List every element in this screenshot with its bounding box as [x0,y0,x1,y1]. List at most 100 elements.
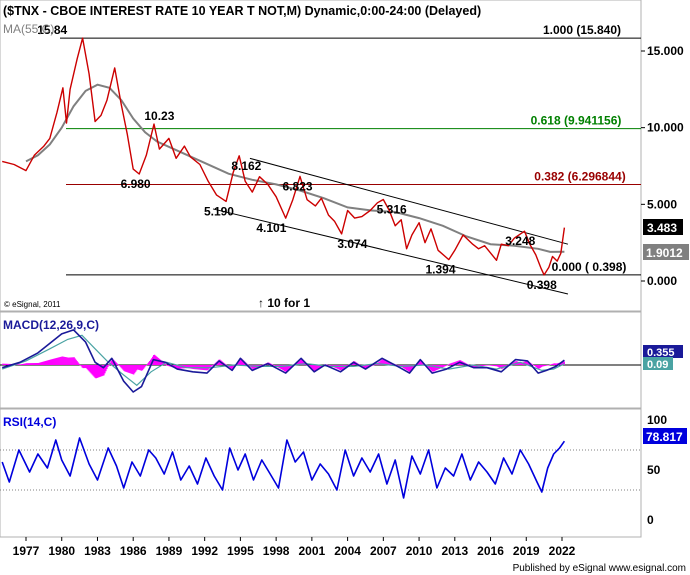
rsi-y-tick-label: 0 [647,513,654,527]
macd-hist-bar [383,359,385,365]
macd-hist-bar [135,365,137,372]
macd-hist-bar [420,360,423,365]
macd-hist-bar [31,363,34,365]
macd-hist-bar [258,365,260,367]
ma-last-label: 1.9012 [646,246,683,260]
macd-hist-bar [500,365,502,369]
macd-hist-bar [120,365,122,368]
x-tick-label: 1995 [227,544,254,558]
macd-hist-bar [56,357,58,365]
last-price-badge [643,219,683,235]
macd-layer [0,329,641,393]
macd-hist-bar [89,365,91,373]
macd-hist-bar [128,365,130,373]
x-tick-label: 1977 [13,544,40,558]
macd-hist-bar [7,363,9,365]
macd-hist-bar [65,357,67,365]
macd-hist-bar [521,362,523,365]
ten-for-one-annotation: ↑ 10 for 1 [258,296,310,310]
macd-hist-bar [289,365,292,369]
macd-hist-bar [552,363,555,365]
fib-label: 0.382 (6.296844) [534,169,625,183]
macd-hist-bar [111,359,113,365]
macd-hist-bar [18,364,20,365]
x-tick-label: 1986 [120,544,147,558]
macd-hist-bar [280,365,283,370]
macd-hist-bar [83,365,85,369]
macd-hist-bar [300,359,303,365]
macd-hist-bar [174,365,177,369]
rsi-y-tick-label: 50 [647,463,661,477]
macd-hist-bar [320,365,322,368]
macd-hist-bar [8,363,10,365]
macd-hist-bar [331,365,333,367]
macd-hist-bar [449,363,451,365]
macd-hist-bar [150,359,152,365]
macd-hist-bar [20,364,22,365]
price-y-ticks-layer: 15.000 10.000 5.000 0.000 [641,44,684,288]
macd-hist-bar [177,365,179,369]
macd-hist-bar [144,365,146,368]
macd-hist-bar [34,363,37,365]
macd-hist-bar [337,365,339,370]
macd-hist-bar [496,365,498,367]
macd-hist-bar [90,365,92,374]
macd-hist-bar [61,356,63,365]
macd-hist-bar [384,359,386,365]
macd-hist-bar [132,365,134,375]
x-tick-label: 2010 [406,544,433,558]
macd-hist-bar [451,362,453,365]
rsi-y-tick-label: 100 [647,413,667,427]
macd-hist-bar [540,365,543,368]
macd-hist-bar [417,362,420,365]
macd-legend-label: MACD(12,26,9,C) [3,318,99,332]
macd-hist-bar [398,365,400,366]
macd-hist-bar [145,365,147,367]
macd-hist-bar [492,365,494,366]
macd-hist-bar [545,365,548,366]
macd-hist-bar [173,365,176,368]
macd-hist-bar [45,360,48,365]
macd-hist-bar [69,357,71,365]
macd-last-label: 0.355 [647,347,675,359]
macd-hist-bar [548,364,551,366]
macd-hist-bar [385,360,387,365]
macd-hist-bar [346,365,348,367]
macd-hist-bar [480,365,482,367]
macd-hist-bar [561,362,563,365]
macd-hist-bar [179,365,181,369]
macd-hist-bar [453,362,455,365]
macd-hist-bar [284,365,287,372]
macd-hist-bar [533,365,535,366]
macd-hist-bar [486,365,488,366]
macd-hist-bar [302,360,305,365]
macd-hist-bar [388,361,390,365]
price-annotation: 0.398 [527,278,557,292]
rsi-last-label: 78.817 [646,430,683,444]
macd-hist-bar [389,361,391,365]
macd-hist-bar [103,365,105,376]
macd-hist-bar [5,363,7,365]
macd-hist-bar [537,365,540,369]
macd-hist-bar [301,359,304,365]
ma-legend-label: MA(55,C) [3,22,54,36]
macd-hist-bar [483,365,485,366]
macd-hist-bar [497,365,499,367]
macd-hist-bar [32,363,35,365]
macd-hist-bar [237,362,239,365]
macd-hist-bar [28,363,31,365]
macd-hist-bar [93,365,95,377]
macd-hist-bar [382,359,384,365]
macd-hist-bar [547,365,550,366]
macd-hist-bar [563,361,565,365]
macd-hist-bar [240,358,242,365]
macd-hist-bar [409,365,412,372]
macd-hist-bar [91,365,93,375]
macd-hist-bar [482,365,484,367]
macd-hist-bar [299,360,302,365]
macd-hist-bar [406,365,408,371]
macd-hist-bar [487,365,489,366]
macd-hist-bar [283,365,286,372]
